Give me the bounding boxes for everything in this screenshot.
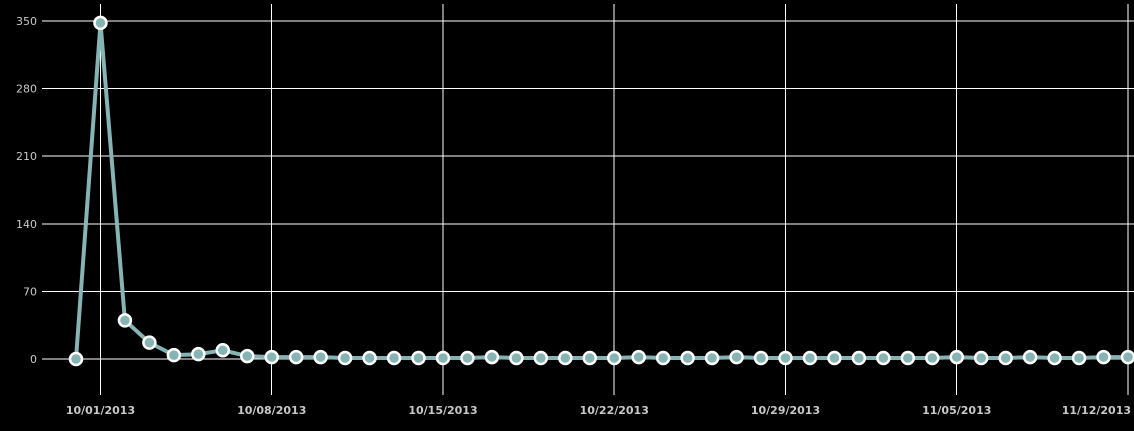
data-point[interactable] [729,349,744,365]
data-point[interactable] [631,349,646,365]
axis-layer: 0 70 140 210 280 350 10/01/2013 10/08/2013 10/15… [16,15,1131,417]
data-point[interactable] [558,350,573,366]
data-point[interactable] [484,349,500,365]
data-point[interactable] [264,349,279,365]
data-point[interactable] [386,350,402,366]
data-point[interactable] [655,350,671,366]
data-point[interactable] [337,350,353,366]
series-line [74,20,1130,361]
data-point[interactable] [753,350,769,366]
data-point[interactable] [1071,350,1087,366]
data-point[interactable] [411,350,426,366]
x-tick-label: 10/22/2013 [580,404,649,417]
x-tick-label: 11/12/2013 [1062,404,1131,417]
data-point[interactable] [876,350,891,366]
y-tick-label: 280 [16,83,37,96]
data-point[interactable] [362,350,377,366]
x-tick-label: 10/29/2013 [751,404,820,417]
data-point[interactable] [998,350,1013,366]
x-tick-label: 10/15/2013 [408,404,477,417]
data-point[interactable] [851,350,867,366]
data-point[interactable] [68,351,84,367]
data-point[interactable] [93,15,108,31]
data-point[interactable] [606,350,622,366]
data-point[interactable] [802,350,818,366]
data-point[interactable] [827,350,842,366]
data-point[interactable] [1047,350,1062,366]
data-point[interactable] [1096,349,1111,365]
data-point[interactable] [215,343,231,358]
data-point[interactable] [704,350,720,366]
data-point[interactable] [435,350,451,366]
data-point[interactable] [313,349,328,365]
y-tick-label: 210 [16,150,37,163]
series-layer [68,15,1134,367]
y-tick-label: 140 [16,218,37,231]
y-tick-label: 0 [30,353,37,366]
data-point[interactable] [509,350,524,366]
data-point[interactable] [925,350,940,366]
data-point[interactable] [1022,349,1038,365]
data-point[interactable] [191,346,206,362]
data-point[interactable] [142,335,157,350]
y-tick-label: 350 [16,15,37,28]
grid-layer [42,4,1134,395]
data-point[interactable] [680,350,695,366]
data-point[interactable] [460,350,475,366]
data-point[interactable] [778,350,793,366]
x-tick-label: 10/08/2013 [237,404,306,417]
data-point[interactable] [533,350,549,366]
data-point[interactable] [240,348,255,364]
data-point[interactable] [1120,349,1134,365]
data-point[interactable] [166,347,182,363]
data-point[interactable] [973,350,989,366]
y-tick-label: 70 [23,285,37,298]
x-tick-label: 11/05/2013 [922,404,991,417]
data-point[interactable] [582,350,598,366]
x-tick-label: 10/01/2013 [66,404,135,417]
data-point[interactable] [288,349,304,365]
data-point[interactable] [117,313,133,328]
data-point[interactable] [900,350,916,366]
data-point[interactable] [949,349,964,365]
